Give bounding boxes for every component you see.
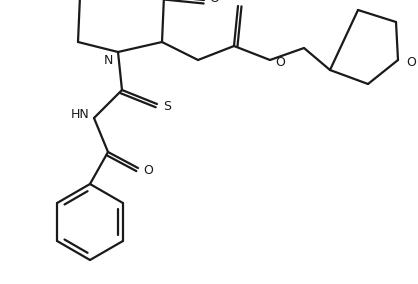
Text: O: O: [275, 57, 285, 70]
Text: N: N: [103, 53, 113, 66]
Text: O: O: [209, 0, 219, 5]
Text: HN: HN: [71, 108, 89, 120]
Text: O: O: [406, 57, 416, 70]
Text: S: S: [163, 101, 171, 114]
Text: O: O: [143, 164, 153, 176]
Text: O: O: [231, 0, 241, 3]
